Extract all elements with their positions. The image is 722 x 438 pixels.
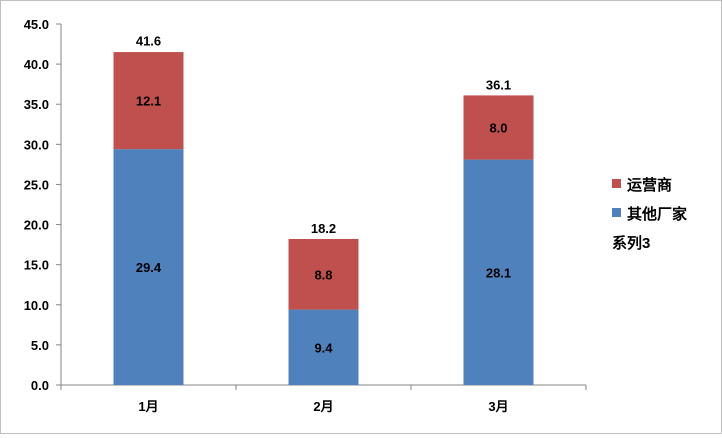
x-tick-label: 3月 — [488, 399, 508, 414]
legend-label: 系列3 — [612, 234, 650, 252]
bar-segment-operator — [113, 52, 184, 150]
data-labels: 29.4 12.1 41.6 9.4 8.8 18.2 28.1 8.0 36.1 — [136, 33, 511, 355]
data-label: 9.4 — [314, 340, 333, 355]
legend-marker — [612, 179, 621, 188]
y-tick-label: 35.0 — [24, 97, 49, 112]
data-label: 8.8 — [314, 267, 332, 282]
y-tick-label: 30.0 — [24, 137, 49, 152]
y-tick-label: 15.0 — [24, 258, 49, 273]
data-label: 12.1 — [136, 94, 161, 109]
legend-marker — [612, 208, 621, 217]
data-label: 8.0 — [489, 120, 507, 135]
data-label: 29.4 — [136, 260, 162, 275]
data-label: 28.1 — [486, 265, 511, 280]
y-tick-label: 25.0 — [24, 177, 49, 192]
bar-segment-others — [113, 149, 184, 385]
y-tick-label: 20.0 — [24, 218, 49, 233]
legend-label: 其他厂家 — [627, 205, 687, 223]
total-label: 41.6 — [136, 33, 161, 48]
x-axis: 1月 2月 3月 — [60, 384, 587, 414]
bars — [113, 52, 534, 385]
y-tick-label: 10.0 — [24, 298, 49, 313]
y-axis: 0.0 5.0 10.0 15.0 20.0 25.0 30.0 35.0 40.0 45.0 — [24, 17, 62, 393]
y-tick-label: 40.0 — [24, 57, 49, 72]
bar-segment-others — [288, 309, 359, 385]
bar-segment-others — [463, 159, 534, 385]
x-tick-label: 1月 — [138, 399, 158, 414]
y-tick-label: 5.0 — [31, 338, 49, 353]
y-tick-label: 45.0 — [24, 17, 49, 32]
y-tick-label: 0.0 — [31, 378, 49, 393]
x-tick-label: 2月 — [313, 399, 333, 414]
total-label: 36.1 — [486, 77, 511, 92]
legend-label: 运营商 — [627, 176, 672, 194]
bar-segment-operator — [288, 238, 359, 310]
total-label: 18.2 — [311, 221, 336, 236]
bar-segment-operator — [463, 95, 534, 160]
